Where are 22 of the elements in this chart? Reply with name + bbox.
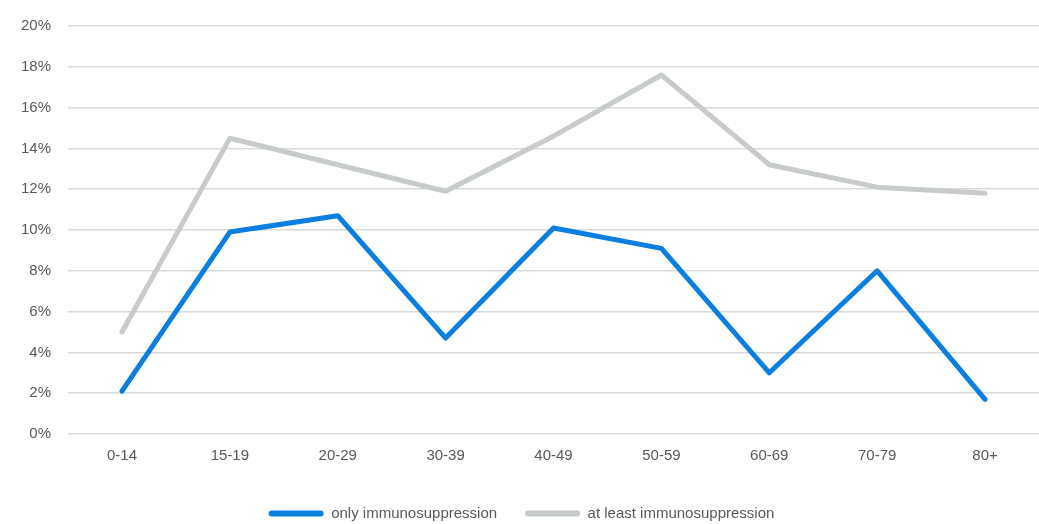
y-tick-label: 4%: [29, 342, 52, 360]
x-tick-label: 30-39: [426, 446, 465, 464]
x-tick-label: 0-14: [106, 446, 137, 464]
y-tick-label: 20%: [20, 16, 52, 34]
y-tick-label: 14%: [20, 138, 52, 156]
y-tick-label: 10%: [20, 220, 52, 238]
x-tick-label: 60-69: [750, 446, 789, 464]
y-tick-label: 18%: [20, 56, 52, 74]
x-tick-label: 70-79: [857, 446, 897, 464]
y-tick-label: 16%: [20, 97, 52, 115]
legend-label: at least immunosuppression: [587, 503, 775, 521]
x-tick-label: 50-59: [642, 446, 681, 464]
y-tick-label: 8%: [29, 260, 52, 278]
x-tick-label: 80+: [972, 446, 999, 464]
y-tick-label: 6%: [29, 301, 52, 319]
y-tick-label: 12%: [20, 179, 52, 197]
x-tick-label: 15-19: [210, 446, 250, 464]
x-tick-label: 40-49: [534, 446, 573, 464]
x-tick-label: 20-29: [318, 446, 357, 464]
legend-label: only immunosuppression: [331, 503, 498, 521]
y-tick-label: 2%: [29, 383, 52, 401]
y-tick-label: 0%: [29, 424, 52, 442]
